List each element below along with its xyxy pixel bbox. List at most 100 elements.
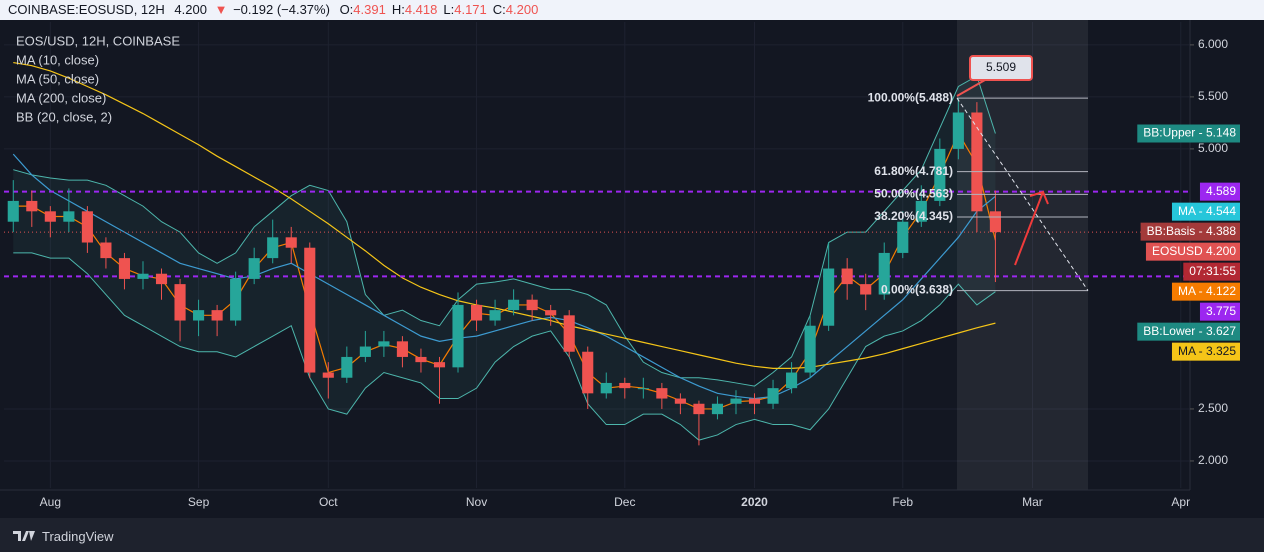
ohlc-value: 4.171 bbox=[454, 2, 487, 17]
price-label: MA - 4.122 bbox=[1178, 284, 1236, 298]
symbol: COINBASE:EOSUSD, 12H bbox=[8, 2, 165, 17]
candle-body bbox=[952, 112, 964, 149]
bb-fill bbox=[13, 76, 996, 441]
candle-body bbox=[563, 315, 575, 352]
candle-body bbox=[730, 398, 742, 404]
legend-entry: MA (50, close) bbox=[16, 71, 99, 86]
callout-box bbox=[969, 55, 1033, 81]
candle-body bbox=[211, 310, 223, 321]
ma-line bbox=[12, 153, 996, 400]
ohlc-key: H: bbox=[391, 2, 405, 17]
brand: TradingView bbox=[42, 528, 114, 544]
candle-body bbox=[711, 403, 724, 415]
ohlc-key: O: bbox=[339, 2, 354, 17]
ohlc-value: 4.418 bbox=[404, 2, 438, 17]
x-tick-label: Feb bbox=[892, 495, 913, 509]
candle-body bbox=[415, 356, 427, 363]
candle-body bbox=[841, 268, 853, 285]
ohlc: O:4.391 H:4.418 L:4.171 C:4.200 bbox=[340, 2, 539, 17]
footer: TradingView bbox=[12, 528, 114, 544]
price-label-box bbox=[1145, 242, 1240, 261]
price-label-box bbox=[1171, 282, 1240, 301]
x-tick-label: Sep bbox=[188, 495, 210, 509]
candle-body bbox=[693, 403, 705, 415]
candle-body bbox=[915, 200, 927, 222]
x-tick-label: Oct bbox=[319, 495, 338, 509]
y-tick-label: 2.000 bbox=[1198, 453, 1228, 467]
candle-body bbox=[26, 200, 38, 212]
price-label-box bbox=[1137, 124, 1240, 143]
candle-body bbox=[989, 211, 1001, 233]
ohlc-value: 4.391 bbox=[353, 2, 386, 17]
price-label-box bbox=[1171, 342, 1240, 361]
candle-body bbox=[804, 325, 816, 373]
candle-body bbox=[637, 388, 649, 390]
candle-body bbox=[619, 382, 631, 389]
y-tick-label: 5.000 bbox=[1198, 141, 1228, 155]
price-label: BB:Upper - 5.148 bbox=[1143, 126, 1236, 140]
price-label-box bbox=[1199, 302, 1240, 321]
symbol-header: COINBASE:EOSUSD, 12H 4.200 ▼ −0.192 (−4.… bbox=[0, 0, 1264, 20]
candle-body bbox=[823, 268, 835, 326]
candle-body bbox=[7, 200, 19, 222]
candle-body bbox=[452, 304, 464, 368]
price-label-box bbox=[1183, 262, 1240, 281]
fib-label: 38.20%(4.345) bbox=[874, 209, 953, 223]
candle-body bbox=[897, 221, 909, 253]
candle-body bbox=[934, 148, 946, 201]
legend-entry: MA (200, close) bbox=[16, 90, 106, 105]
bb-upper bbox=[13, 75, 996, 387]
price-label: 4.589 bbox=[1206, 184, 1236, 198]
candle-body bbox=[582, 351, 594, 394]
price-label-box bbox=[1140, 222, 1240, 241]
candle-body bbox=[767, 388, 779, 404]
x-tick-label: Dec bbox=[614, 495, 635, 509]
candle-body bbox=[378, 341, 390, 347]
candle-body bbox=[545, 310, 557, 316]
price-label: BB:Lower - 3.627 bbox=[1143, 324, 1236, 338]
candle-body bbox=[860, 284, 872, 295]
fib-label: 50.00%(4.563) bbox=[874, 187, 953, 201]
change: −0.192 (−4.37%) bbox=[233, 2, 330, 17]
candle-body bbox=[174, 284, 186, 321]
y-tick-label: 2.500 bbox=[1198, 401, 1228, 415]
candle-body bbox=[118, 258, 131, 279]
price-label: EOSUSD 4.200 bbox=[1152, 244, 1236, 258]
candle-body bbox=[600, 382, 612, 394]
chart-title: EOS/USD, 12H, COINBASE bbox=[16, 33, 180, 48]
arrow bbox=[1014, 190, 1049, 266]
candle-body bbox=[155, 273, 168, 285]
x-tick-label: Nov bbox=[466, 495, 487, 509]
price-label-box bbox=[1137, 322, 1240, 341]
y-tick-label: 6.000 bbox=[1198, 37, 1228, 51]
footer-strip bbox=[0, 518, 1264, 552]
logo bbox=[13, 531, 35, 541]
ohlc-key: L: bbox=[443, 2, 455, 17]
candle-body bbox=[878, 252, 890, 295]
candle-body bbox=[470, 304, 483, 321]
candle-body bbox=[44, 211, 56, 222]
x-tick-label: 2020 bbox=[741, 495, 768, 509]
price-label: MA - 3.325 bbox=[1178, 344, 1236, 358]
ma-line bbox=[13, 61, 996, 369]
plot: 100.00%(5.488) 61.80%(4.781) 50.00%(4.563)… bbox=[4, 20, 1190, 490]
callout-pointer bbox=[956, 79, 986, 97]
price-label-box bbox=[1199, 182, 1240, 201]
price-label: MA - 4.544 bbox=[1178, 204, 1236, 218]
candle-body bbox=[304, 247, 316, 373]
legend-entry: MA (10, close) bbox=[16, 52, 99, 67]
fib-label: 61.80%(4.781) bbox=[874, 164, 953, 178]
candle-body bbox=[359, 346, 371, 357]
candle-body bbox=[396, 341, 408, 357]
candle-body bbox=[81, 211, 93, 243]
price-label: 3.775 bbox=[1206, 304, 1236, 318]
fib-label: 0.00%(3.638) bbox=[881, 283, 953, 297]
candle-body bbox=[267, 237, 279, 259]
legend-entry: BB (20, close, 2) bbox=[16, 109, 112, 124]
ohlc-key: C: bbox=[492, 2, 506, 17]
fib-trend bbox=[956, 97, 1089, 291]
candle-body bbox=[230, 278, 242, 321]
price-label-box bbox=[1171, 202, 1240, 221]
